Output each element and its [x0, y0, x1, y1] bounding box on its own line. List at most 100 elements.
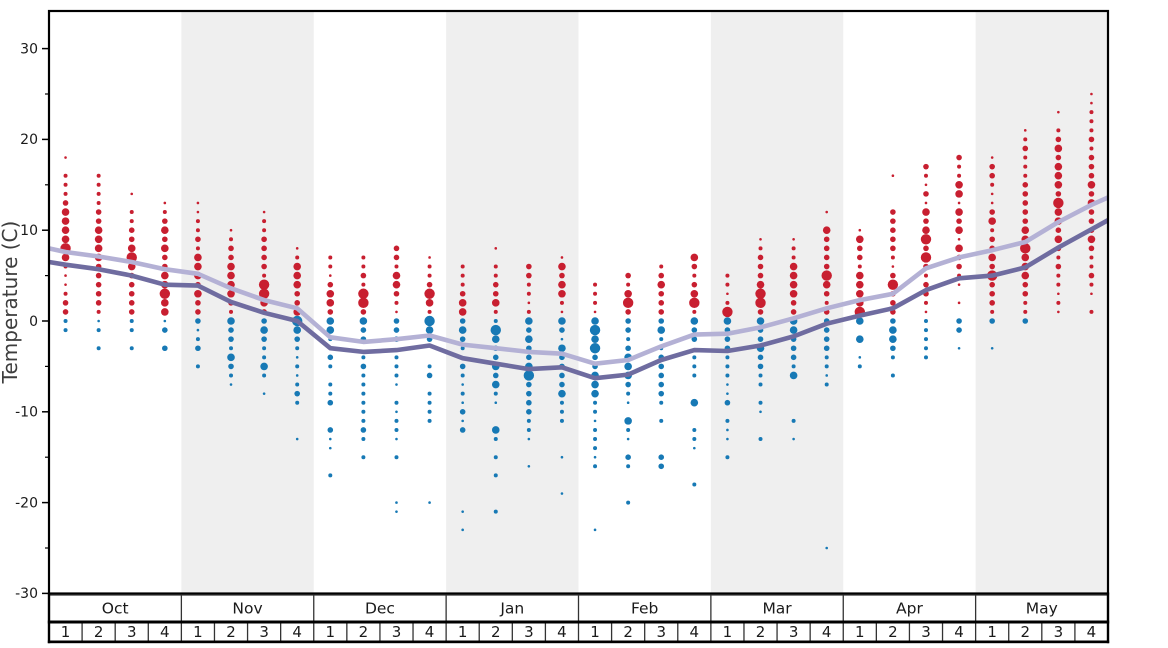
- red-temperature-dot: [855, 271, 864, 280]
- blue-temperature-dot: [326, 317, 335, 325]
- blue-temperature-dot: [526, 390, 532, 397]
- blue-temperature-dot: [262, 355, 267, 360]
- red-temperature-dot: [1056, 282, 1061, 287]
- red-temperature-dot: [988, 217, 996, 225]
- red-temperature-dot: [956, 263, 962, 270]
- blue-temperature-dot: [63, 328, 68, 333]
- blue-temperature-dot: [659, 418, 664, 423]
- week-number-label: 1: [987, 623, 997, 641]
- blue-temperature-dot: [990, 346, 994, 350]
- blue-temperature-dot: [758, 373, 763, 378]
- red-temperature-dot: [955, 190, 963, 198]
- red-temperature-dot: [1054, 144, 1063, 153]
- week-number-label: 1: [61, 623, 71, 641]
- red-temperature-dot: [493, 273, 498, 278]
- blue-temperature-dot: [625, 327, 631, 333]
- red-temperature-dot: [956, 218, 962, 224]
- blue-temperature-dot: [823, 327, 830, 333]
- red-temperature-dot: [822, 226, 831, 234]
- red-temperature-dot: [392, 271, 401, 280]
- red-temperature-dot: [262, 219, 267, 224]
- blue-temperature-dot: [692, 355, 697, 360]
- blue-temperature-dot: [327, 399, 334, 406]
- red-temperature-dot: [128, 290, 135, 297]
- red-temperature-dot: [890, 227, 896, 233]
- blue-temperature-dot: [228, 363, 234, 370]
- blue-temperature-dot: [592, 354, 598, 361]
- red-temperature-dot: [560, 310, 564, 314]
- blue-temperature-dot: [461, 528, 464, 532]
- blue-temperature-dot: [493, 319, 498, 323]
- red-temperature-dot: [825, 210, 829, 214]
- blue-temperature-dot: [558, 389, 566, 398]
- blue-temperature-dot: [428, 501, 431, 504]
- red-temperature-dot: [393, 290, 400, 297]
- blue-temperature-dot: [326, 326, 335, 334]
- week-number-label: 4: [1087, 623, 1097, 641]
- red-temperature-dot: [923, 173, 928, 178]
- week-number-label: 1: [326, 623, 336, 641]
- blue-temperature-dot: [558, 317, 566, 325]
- red-temperature-dot: [1088, 191, 1095, 197]
- red-temperature-dot: [1022, 145, 1029, 152]
- red-temperature-dot: [593, 300, 598, 305]
- red-temperature-dot: [823, 263, 830, 270]
- blue-temperature-dot: [327, 427, 334, 433]
- blue-temperature-dot: [923, 337, 928, 342]
- blue-temperature-dot: [394, 400, 399, 405]
- blue-temperature-dot: [261, 318, 267, 324]
- red-temperature-dot: [757, 254, 764, 261]
- month-shading-band: [446, 11, 579, 595]
- week-number-label: 2: [888, 623, 898, 641]
- red-temperature-dot: [63, 182, 68, 187]
- red-temperature-dot: [622, 297, 634, 309]
- blue-temperature-dot: [789, 326, 798, 334]
- blue-temperature-dot: [725, 373, 730, 378]
- red-temperature-dot: [726, 292, 729, 296]
- red-temperature-dot: [326, 289, 335, 298]
- plot-border: [47, 9, 1110, 595]
- blue-temperature-dot: [526, 399, 532, 406]
- red-temperature-dot: [95, 281, 102, 288]
- blue-temperature-dot: [559, 400, 564, 405]
- red-temperature-dot: [1089, 255, 1094, 260]
- red-temperature-dot: [1053, 197, 1064, 209]
- red-temperature-dot: [1089, 282, 1094, 287]
- blue-temperature-dot: [658, 463, 665, 470]
- week-number-label: 2: [756, 623, 766, 641]
- red-temperature-dot: [1090, 292, 1093, 296]
- blue-temperature-dot: [658, 318, 665, 324]
- red-temperature-dot: [957, 283, 961, 286]
- blue-temperature-dot: [228, 336, 234, 342]
- red-temperature-dot: [526, 282, 531, 287]
- blue-temperature-dot: [491, 335, 500, 343]
- red-temperature-dot: [493, 309, 498, 314]
- red-temperature-dot: [162, 210, 167, 215]
- red-temperature-dot: [625, 309, 631, 315]
- red-temperature-dot: [62, 200, 69, 206]
- red-temperature-dot: [95, 218, 102, 224]
- month-shading-band: [181, 11, 314, 595]
- red-temperature-dot: [1056, 300, 1061, 305]
- red-temperature-dot: [855, 235, 864, 244]
- blue-temperature-dot: [659, 400, 664, 405]
- blue-temperature-dot: [559, 372, 565, 379]
- red-temperature-dot: [526, 309, 531, 314]
- week-number-label: 3: [1054, 623, 1064, 641]
- week-number-label: 1: [723, 623, 733, 641]
- blue-temperature-dot: [427, 418, 432, 423]
- red-temperature-dot: [1056, 255, 1061, 260]
- blue-temperature-dot: [195, 345, 201, 352]
- red-temperature-dot: [989, 163, 995, 170]
- blue-temperature-dot: [593, 446, 598, 451]
- blue-temperature-dot: [295, 374, 299, 377]
- red-temperature-dot: [1021, 226, 1030, 234]
- blue-temperature-dot: [626, 464, 631, 469]
- red-temperature-dot: [789, 262, 798, 271]
- week-number-label: 4: [690, 623, 700, 641]
- red-temperature-dot: [659, 264, 664, 269]
- blue-temperature-dot: [129, 346, 134, 351]
- blue-temperature-dot: [394, 418, 399, 423]
- y-axis-tick-label: -30: [15, 586, 38, 602]
- blue-temperature-dot: [923, 346, 928, 351]
